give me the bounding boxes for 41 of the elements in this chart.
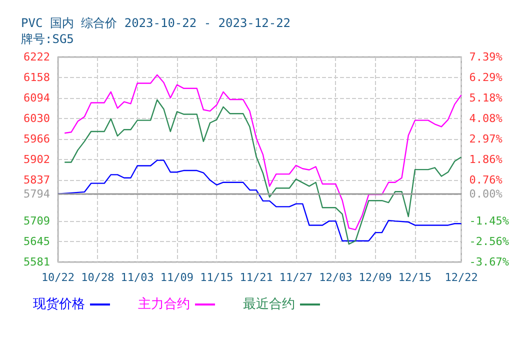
x-tick-label: 12/22 (444, 271, 478, 284)
y-tick-label: 6030 (24, 112, 50, 125)
x-tick-label: 11/21 (240, 271, 273, 284)
y2-tick-label: 1.86% (469, 153, 503, 166)
y-tick-label: 5645 (24, 235, 50, 248)
y2-tick-label: -2.56% (469, 234, 510, 248)
x-tick-label: 11/03 (120, 271, 154, 284)
line-series (64, 99, 462, 245)
y2-tick-label: 2.97% (469, 132, 503, 146)
x-tick-label: 11/09 (160, 271, 194, 284)
y2-tick-label: 5.18% (469, 91, 503, 104)
y-tick-label: 5581 (24, 256, 50, 268)
x-tick-label: 12/03 (319, 271, 352, 284)
y2-tick-label: 6.29% (469, 70, 503, 84)
y-tick-label: 5837 (24, 174, 50, 187)
line-series (57, 160, 462, 242)
y-tick-label: 5902 (24, 152, 50, 166)
chart-subtitle: 牌号:SG5 (21, 32, 74, 46)
x-tick-label: 10/28 (81, 271, 114, 284)
x-tick-label: 11/15 (200, 271, 234, 284)
y-tick-label: 5709 (24, 214, 50, 228)
legend-label: 主力合约 (138, 296, 190, 312)
y2-tick-label: -3.67% (469, 256, 510, 268)
x-tick-label: 12/15 (398, 271, 432, 284)
y-tick-label: 5794 (24, 187, 50, 200)
x-tick-label: 11/27 (279, 271, 313, 284)
y2-tick-label: 4.08% (469, 112, 503, 125)
y-tick-label: 6094 (24, 91, 50, 104)
y2-tick-label: 0.76% (469, 173, 503, 186)
line-series (64, 74, 462, 230)
chart-title: PVC 国内 综合价 2023-10-22 - 2023-12-22 (21, 16, 291, 30)
y2-tick-label: 0.00% (469, 187, 503, 200)
x-tick-label: 12/09 (358, 271, 392, 284)
legend-label: 现货价格 (33, 297, 85, 312)
y2-tick-label: 7.39% (469, 50, 503, 64)
y-tick-label: 6158 (24, 70, 50, 84)
x-tick-label: 10/22 (41, 271, 75, 284)
y-tick-label: 6222 (24, 50, 50, 64)
y-tick-label: 5966 (24, 132, 50, 146)
legend-label: 最近合约 (243, 297, 295, 312)
y2-tick-label: -1.45% (469, 214, 510, 228)
